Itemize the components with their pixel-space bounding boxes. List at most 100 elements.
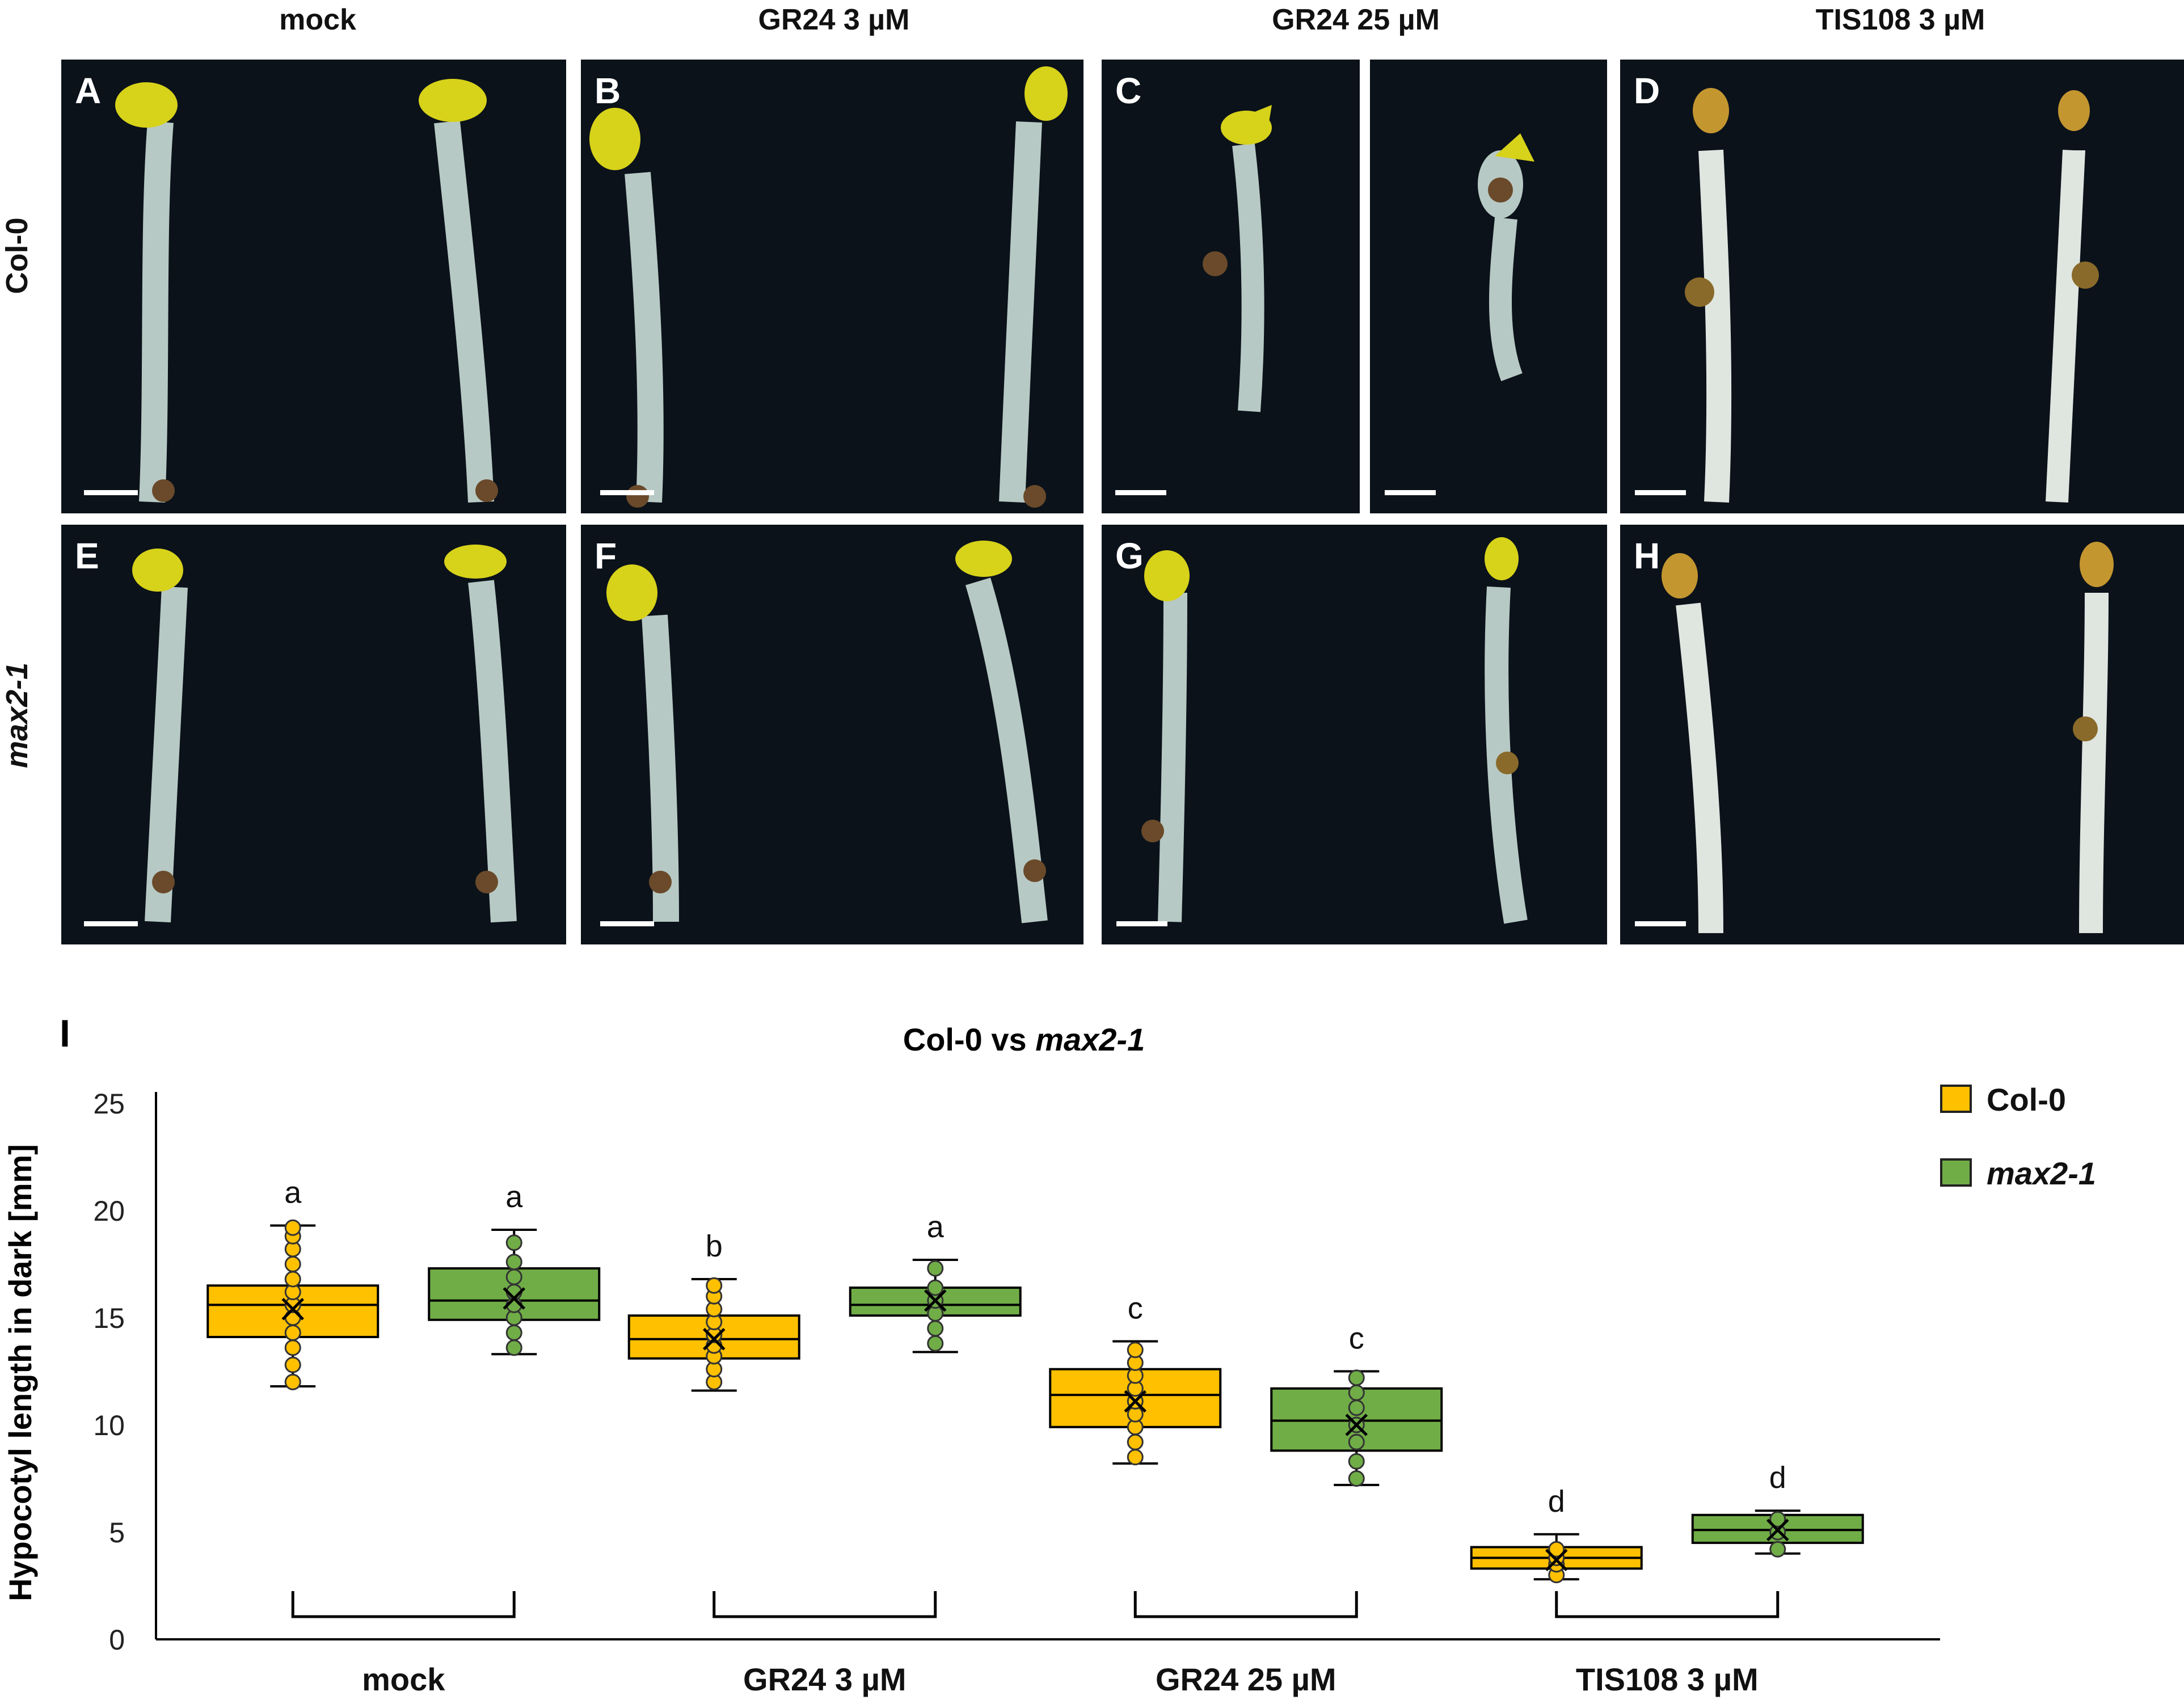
seedling-photo-d	[1685, 88, 2099, 503]
data-point	[284, 1256, 301, 1272]
scale-bar-a	[84, 490, 138, 495]
data-point	[505, 1339, 522, 1356]
data-point	[1769, 1541, 1786, 1558]
photo-panel-a: A	[61, 60, 566, 513]
scale-bar-f	[600, 921, 654, 926]
photo-panel-g: G	[1102, 525, 1607, 944]
y-tick-label: 20	[93, 1195, 125, 1227]
mean-marker	[1545, 1549, 1568, 1571]
plot-area: 0 5 10 15 20 25 mock a a GR24 3 µM b a GR24 25 µM c c T…	[93, 1088, 1940, 1697]
photo-panel-c-right	[1370, 60, 1607, 513]
significance-letter: a	[284, 1175, 302, 1209]
data-point	[1348, 1433, 1365, 1450]
significance-letter: a	[927, 1210, 945, 1244]
column-header-gr24-3: GR24 3 µM	[758, 3, 910, 36]
row-header-max2: max2-1	[0, 662, 34, 769]
photo-panel-h: H	[1620, 525, 2184, 944]
y-tick-label: 5	[109, 1517, 125, 1549]
photo-panel-e: E	[61, 525, 566, 944]
data-point	[284, 1271, 301, 1288]
photo-panel-d: D	[1620, 60, 2184, 513]
photo-panel-c-left: C	[1102, 60, 1360, 513]
scale-bar-g	[1116, 921, 1167, 926]
data-point	[505, 1254, 522, 1271]
mean-marker	[702, 1328, 726, 1351]
x-category-label: GR24 25 µM	[1156, 1661, 1336, 1697]
seedling-photo-b	[589, 66, 1068, 508]
mean-marker	[924, 1289, 947, 1312]
panel-letter-e: E	[75, 535, 99, 576]
scale-bar-e	[84, 921, 138, 926]
seedling-photo-g	[1141, 537, 1528, 924]
column-header-tis108: TIS108 3 µM	[1815, 3, 1985, 36]
photo-panel-f: F	[581, 525, 1083, 944]
data-point	[927, 1260, 944, 1277]
panel-letter-b: B	[595, 70, 621, 111]
data-point	[1348, 1369, 1365, 1386]
significance-letter: a	[505, 1180, 523, 1214]
data-point	[1769, 1511, 1786, 1528]
data-point	[505, 1234, 522, 1251]
y-tick-label: 25	[93, 1088, 125, 1120]
column-header-mock: mock	[279, 3, 356, 36]
chart-title-italic: max2-1	[1035, 1022, 1145, 1057]
x-category-label: TIS108 3 µM	[1576, 1661, 1759, 1697]
chart-title-prefix: Col-0 vs	[903, 1022, 1035, 1057]
group-bracket	[291, 1591, 516, 1618]
group-bracket	[1133, 1591, 1358, 1618]
data-point	[1348, 1399, 1365, 1416]
y-tick-label: 15	[93, 1302, 125, 1334]
scale-bar-b	[600, 490, 654, 495]
y-tick-label: 10	[93, 1410, 125, 1441]
hypocotyl-boxplot-chart: I Col-0 vs max2-1 Hypocotyl length in da…	[2, 1012, 1940, 1697]
panel-letter-c: C	[1115, 70, 1142, 111]
panel-letter-a: A	[75, 70, 102, 111]
seedling-photo-h	[1662, 542, 2114, 934]
legend-label-col0: Col-0	[1987, 1082, 2066, 1117]
data-point	[1127, 1342, 1144, 1359]
group-bracket	[712, 1591, 937, 1618]
data-point	[284, 1373, 301, 1390]
legend-swatch-max2	[1940, 1158, 1972, 1187]
group-bracket	[1555, 1591, 1780, 1618]
significance-letter: d	[1769, 1461, 1786, 1495]
scale-bar-d	[1635, 490, 1686, 495]
scale-bar-h	[1635, 921, 1686, 926]
row-header-col0: Col-0	[0, 217, 34, 294]
data-point	[284, 1324, 301, 1341]
data-point	[1348, 1384, 1365, 1401]
mean-marker	[1124, 1390, 1147, 1413]
significance-letter: d	[1548, 1484, 1565, 1519]
data-point	[1127, 1433, 1144, 1450]
data-point	[706, 1277, 723, 1294]
panel-letter-d: D	[1634, 70, 1660, 111]
significance-letter: b	[706, 1229, 723, 1263]
data-point	[1348, 1453, 1365, 1470]
panel-letter-f: F	[595, 535, 617, 576]
data-point	[505, 1324, 522, 1341]
legend-label-max2: max2-1	[1987, 1155, 2097, 1191]
mean-marker	[503, 1287, 526, 1310]
data-point	[284, 1219, 301, 1236]
data-point	[927, 1335, 944, 1352]
y-axis-label: Hypocotyl length in dark [mm]	[2, 1144, 38, 1601]
legend-swatch-col0	[1940, 1085, 1972, 1113]
data-point	[1348, 1470, 1365, 1487]
scale-bar-c-right	[1385, 490, 1436, 495]
chart-title: Col-0 vs max2-1	[903, 1022, 1145, 1057]
photo-panel-b: B	[581, 60, 1083, 513]
data-point	[505, 1268, 522, 1285]
data-point	[927, 1279, 944, 1296]
panel-letter-g: G	[1115, 535, 1144, 576]
data-point	[284, 1356, 301, 1373]
scale-bar-c-left	[1115, 490, 1166, 495]
seedling-photo-c-right	[1478, 133, 1534, 382]
mean-marker	[281, 1298, 305, 1321]
seedling-photo-c-left	[1203, 105, 1272, 412]
chart-panel-letter: I	[60, 1012, 70, 1055]
significance-letter: c	[1128, 1292, 1143, 1326]
y-tick-label: 0	[109, 1624, 125, 1656]
seedling-photo-f	[606, 541, 1048, 923]
panel-letter-h: H	[1634, 535, 1660, 576]
mean-marker	[1766, 1519, 1789, 1541]
